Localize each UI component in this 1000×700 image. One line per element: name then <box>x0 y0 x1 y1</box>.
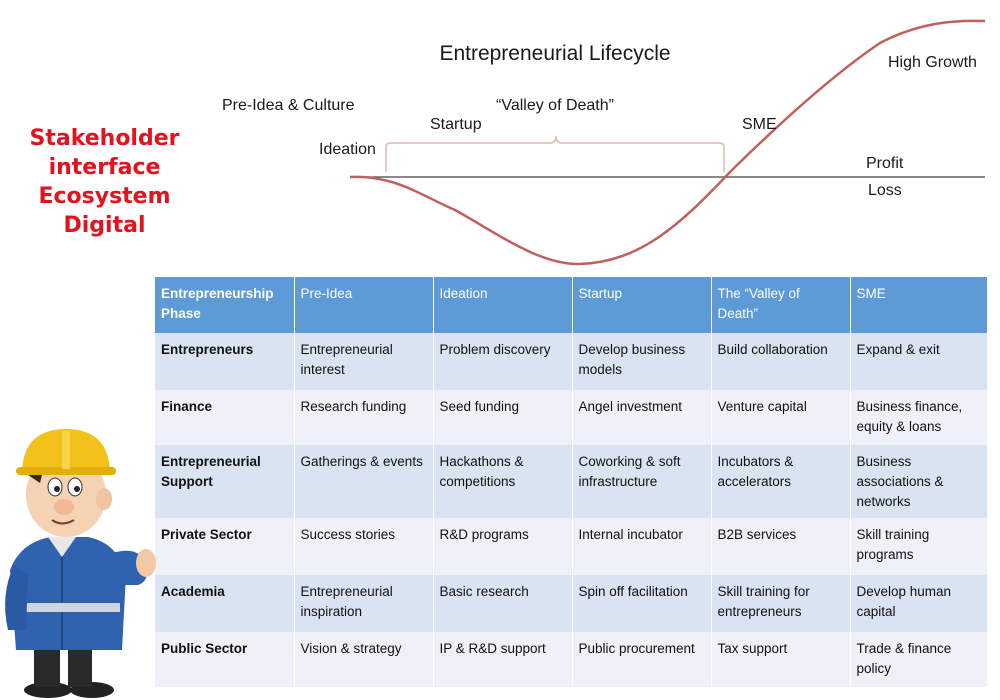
row-label: Private Sector <box>155 518 295 575</box>
stage-label-valley: “Valley of Death” <box>496 97 614 114</box>
table-cell: Public procurement <box>572 632 712 687</box>
table-cell: Develop business models <box>572 333 712 390</box>
table-cell: B2B services <box>711 518 851 575</box>
table-row: Academia Entrepreneurial inspiration Bas… <box>155 575 988 632</box>
table-cell: R&D programs <box>433 518 573 575</box>
table-cell: Hackathons & competitions <box>433 445 573 518</box>
header-sme: SME <box>850 277 988 333</box>
table-cell: Entrepreneurial interest <box>294 333 434 390</box>
table-cell: IP & R&D support <box>433 632 573 687</box>
table-cell: Develop human capital <box>850 575 988 632</box>
table-cell: Success stories <box>294 518 434 575</box>
table-cell: Entrepreneurial inspiration <box>294 575 434 632</box>
phase-table: Entrepreneurship Phase Pre-Idea Ideation… <box>155 277 988 687</box>
row-label: Entrepreneurial Support <box>155 445 295 518</box>
table-row: Entrepreneurs Entrepreneurial interest P… <box>155 333 988 390</box>
table-row: Finance Research funding Seed funding An… <box>155 390 988 445</box>
stage-label-pre-idea: Pre-Idea & Culture <box>222 97 355 114</box>
stage-label-startup: Startup <box>430 116 482 133</box>
table-header-row: Entrepreneurship Phase Pre-Idea Ideation… <box>155 277 988 333</box>
stage-label-sme: SME <box>742 116 777 133</box>
side-label-digital: Digital <box>63 213 146 238</box>
table-cell: Expand & exit <box>850 333 988 390</box>
header-phase: Entrepreneurship Phase <box>155 277 295 333</box>
table-cell: Incubators & accelerators <box>711 445 851 518</box>
side-label-interface: interface <box>48 155 161 180</box>
lifecycle-diagram: Entrepreneurial Lifecycle Pre-Idea & Cul… <box>222 19 986 266</box>
table-row: Entrepreneurial Support Gatherings & eve… <box>155 445 988 518</box>
valley-brace <box>385 135 725 172</box>
loss-label: Loss <box>868 182 902 199</box>
table-cell: Tax support <box>711 632 851 687</box>
header-pre-idea: Pre-Idea <box>294 277 434 333</box>
side-label-ecosystem: Ecosystem <box>38 184 171 209</box>
side-label-stakeholder: Stakeholder <box>29 126 180 151</box>
stage-label-high-growth: High Growth <box>888 54 977 71</box>
table-cell: Spin off facilitation <box>572 575 712 632</box>
table-cell: Skill training for entrepreneurs <box>711 575 851 632</box>
diagram-title: Entrepreneurial Lifecycle <box>439 42 670 65</box>
header-valley: The “Valley of Death” <box>711 277 851 333</box>
table-cell: Skill training programs <box>850 518 988 575</box>
table-cell: Seed funding <box>433 390 573 445</box>
lifecycle-curve <box>349 19 986 266</box>
header-ideation: Ideation <box>433 277 573 333</box>
table-cell: Build collaboration <box>711 333 851 390</box>
side-labels: Stakeholder interface Ecosystem Digital <box>22 124 187 240</box>
table-row: Private Sector Success stories R&D progr… <box>155 518 988 575</box>
table-cell: Trade & finance policy <box>850 632 988 687</box>
table-cell: Business associations & networks <box>850 445 988 518</box>
construction-worker-icon <box>5 429 156 698</box>
table-cell: Internal incubator <box>572 518 712 575</box>
table-cell: Problem discovery <box>433 333 573 390</box>
table-cell: Business finance, equity & loans <box>850 390 988 445</box>
row-label: Finance <box>155 390 295 445</box>
table-row: Public Sector Vision & strategy IP & R&D… <box>155 632 988 687</box>
table-cell: Vision & strategy <box>294 632 434 687</box>
stage-label-ideation: Ideation <box>319 141 376 158</box>
header-startup: Startup <box>572 277 712 333</box>
row-label: Public Sector <box>155 632 295 687</box>
profit-label: Profit <box>866 155 904 172</box>
table-cell: Coworking & soft infrastructure <box>572 445 712 518</box>
row-label: Academia <box>155 575 295 632</box>
table-cell: Basic research <box>433 575 573 632</box>
table-cell: Angel investment <box>572 390 712 445</box>
table-cell: Venture capital <box>711 390 851 445</box>
table-cell: Gatherings & events <box>294 445 434 518</box>
row-label: Entrepreneurs <box>155 333 295 390</box>
table-cell: Research funding <box>294 390 434 445</box>
